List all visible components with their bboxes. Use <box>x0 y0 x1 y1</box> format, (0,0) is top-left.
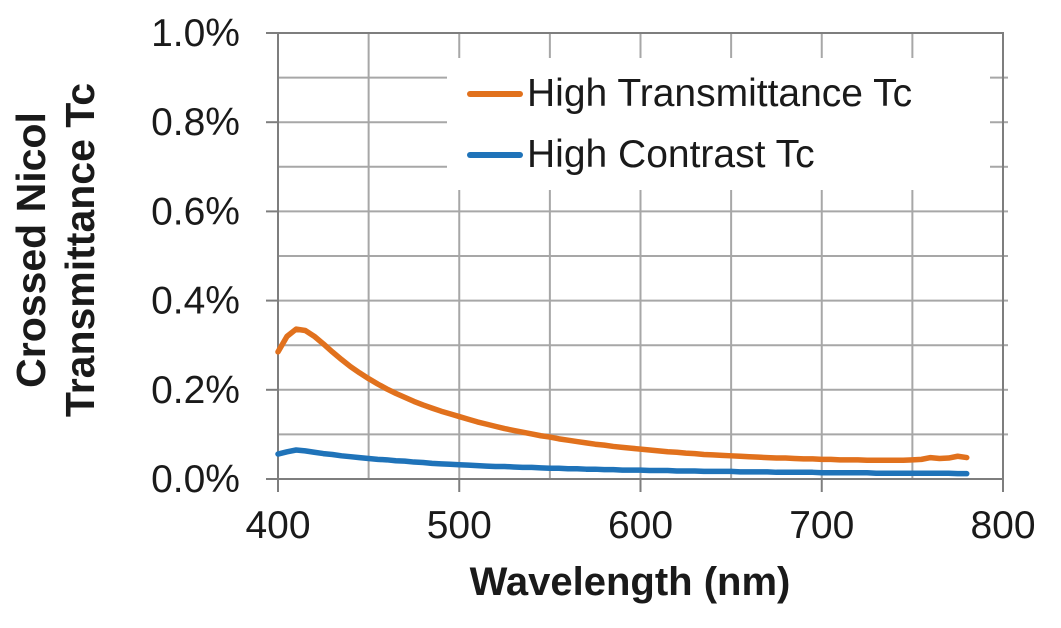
x-tick-label: 600 <box>608 504 673 547</box>
legend-line-swatch-blue <box>467 151 523 158</box>
y-tick-label: 0.8% <box>151 101 240 144</box>
y-tick-label: 1.0% <box>151 12 240 55</box>
legend: High Transmittance Tc High Contrast Tc <box>447 58 990 190</box>
series-line-high-contrast-tc <box>275 447 970 477</box>
y-axis-title-line1: Crossed Nicol <box>8 112 54 388</box>
legend-item-high-contrast: High Contrast Tc <box>467 133 990 177</box>
legend-label-high-contrast: High Contrast Tc <box>527 132 815 176</box>
x-tick-label: 800 <box>970 504 1035 547</box>
legend-item-high-transmittance: High Transmittance Tc <box>467 72 990 116</box>
x-tick-label: 700 <box>789 504 854 547</box>
x-tick-label: 400 <box>245 504 310 547</box>
y-tick-label: 0.0% <box>151 458 240 501</box>
y-tick-label: 0.4% <box>151 280 240 323</box>
x-tick-label: 500 <box>427 504 492 547</box>
y-tick-label: 0.2% <box>151 369 240 412</box>
x-axis-title: Wavelength (nm) <box>469 560 791 604</box>
series-line-high-transmittance-tc <box>275 326 970 464</box>
legend-label-high-transmittance: High Transmittance Tc <box>527 71 913 115</box>
legend-line-swatch-orange <box>467 90 523 97</box>
y-axis-title-line2: Transmittance Tc <box>57 82 103 418</box>
y-tick-label: 0.6% <box>151 190 240 233</box>
y-axis-title: Crossed Nicol Transmittance Tc <box>7 83 105 417</box>
